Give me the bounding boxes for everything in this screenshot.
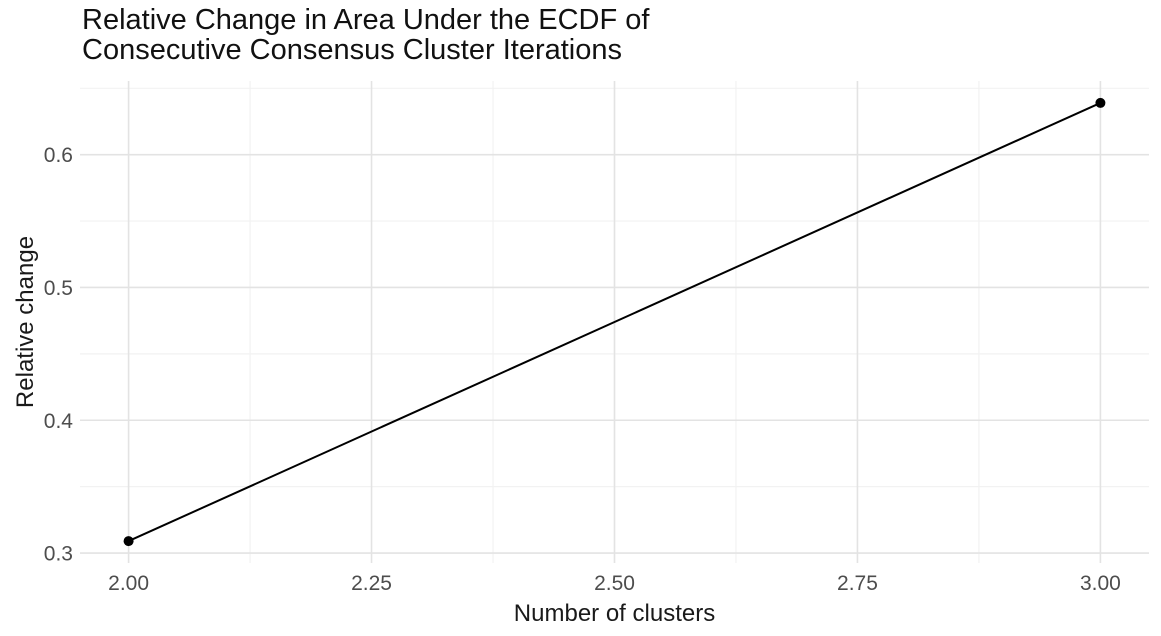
y-tick-label: 0.6 (44, 144, 73, 167)
chart-title-line-1: Relative Change in Area Under the ECDF o… (82, 4, 650, 36)
x-axis-title: Number of clusters (514, 600, 715, 627)
x-tick-label: 2.50 (594, 572, 635, 595)
data-point (1095, 97, 1106, 108)
x-tick-label: 2.25 (351, 572, 392, 595)
x-tick-label: 2.75 (837, 572, 878, 595)
y-axis-title: Relative change (12, 236, 39, 408)
x-tick-label: 2.00 (108, 572, 149, 595)
chart-title: Relative Change in Area Under the ECDF o… (82, 5, 649, 65)
chart-title-line-2: Consecutive Consensus Cluster Iterations (82, 34, 622, 66)
y-tick-label: 0.4 (44, 410, 74, 433)
y-tick-label: 0.5 (44, 277, 73, 300)
y-tick-label: 0.3 (44, 543, 73, 566)
x-tick-label: 3.00 (1080, 572, 1121, 595)
series-line (127, 101, 1102, 543)
data-point (123, 536, 134, 547)
